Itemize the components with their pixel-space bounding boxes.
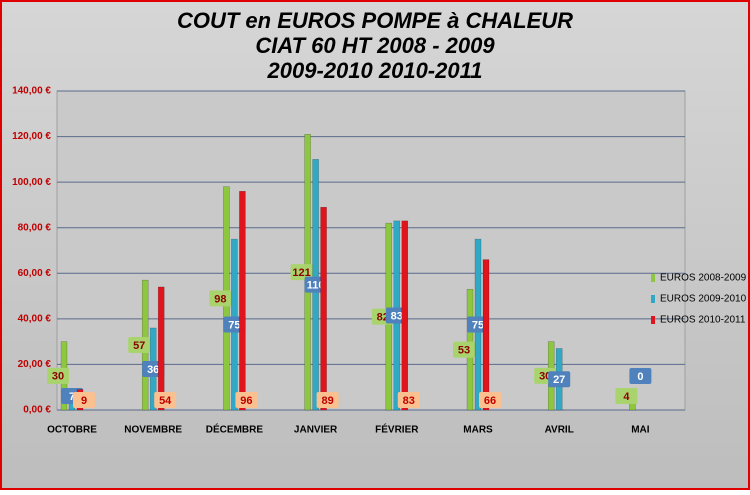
data-label: 54 [159, 395, 172, 407]
y-tick-label: 20,00 € [18, 359, 52, 370]
data-label-box [479, 392, 501, 408]
x-tick-label: DÉCEMBRE [206, 423, 264, 436]
data-label-box [235, 392, 258, 408]
data-label-box [209, 290, 232, 307]
x-tick-label: JANVIER [294, 425, 338, 436]
y-tick-label: 120,00 € [12, 131, 51, 142]
bar [482, 259, 490, 411]
x-tick-label: NOVEMBRE [124, 425, 182, 436]
y-tick-label: 0,00 € [23, 405, 51, 416]
data-label-box [316, 392, 339, 408]
data-label-box [615, 388, 638, 404]
data-label-box [128, 337, 151, 354]
legend-label: EUROS 2008-2009 [660, 273, 747, 284]
data-label-box [47, 367, 69, 384]
y-tick-label: 140,00 € [12, 86, 51, 97]
data-label-box [154, 392, 177, 408]
data-label: 89 [321, 395, 333, 407]
y-tick-label: 60,00 € [18, 268, 52, 279]
y-tick-label: 40,00 € [18, 313, 52, 324]
x-tick-label: MARS [463, 425, 493, 436]
y-tick-label: 100,00 € [12, 177, 51, 188]
x-tick-label: OCTOBRE [47, 425, 97, 436]
data-label-box [629, 368, 652, 384]
y-tick-label: 80,00 € [18, 222, 52, 233]
data-label-box [73, 392, 95, 408]
legend-swatch [651, 316, 655, 324]
data-label-box [453, 341, 475, 358]
bar [239, 191, 246, 411]
data-label: 66 [484, 395, 496, 407]
legend-label: EUROS 2010-2011 [660, 315, 746, 326]
data-label-box [290, 264, 313, 281]
data-label-box [548, 371, 571, 388]
x-tick-label: MAI [631, 425, 650, 436]
data-label: 57 [133, 340, 145, 352]
data-label: 4 [623, 391, 630, 403]
data-label: 53 [458, 345, 470, 357]
data-label: 83 [403, 395, 415, 407]
data-label: 110 [307, 280, 325, 292]
data-label: 27 [553, 374, 565, 386]
data-label: 30 [52, 371, 64, 383]
data-label-box [397, 392, 420, 408]
legend-swatch [651, 274, 655, 282]
title-line: CIAT 60 HT 2008 - 2009 [255, 33, 495, 58]
legend-label: EUROS 2009-2010 [660, 294, 747, 305]
title-line: COUT en EUROS POMPE à CHALEUR [177, 8, 573, 33]
data-label: 7 [69, 391, 75, 403]
bar [401, 220, 409, 411]
bar [157, 286, 165, 411]
x-tick-label: AVRIL [545, 425, 574, 436]
data-label: 121 [292, 267, 310, 279]
data-label: 0 [637, 371, 643, 383]
data-label: 83 [391, 310, 403, 322]
title-line: 2009-2010 2010-2011 [267, 58, 483, 83]
data-label: 96 [240, 395, 252, 407]
data-label: 75 [472, 319, 484, 331]
data-label: 98 [214, 293, 226, 305]
bar [320, 206, 327, 411]
data-label: 36 [147, 364, 159, 376]
data-label: 9 [81, 395, 87, 407]
x-tick-label: FÉVRIER [375, 423, 419, 436]
legend-swatch [651, 295, 655, 303]
data-label: 75 [228, 319, 240, 331]
